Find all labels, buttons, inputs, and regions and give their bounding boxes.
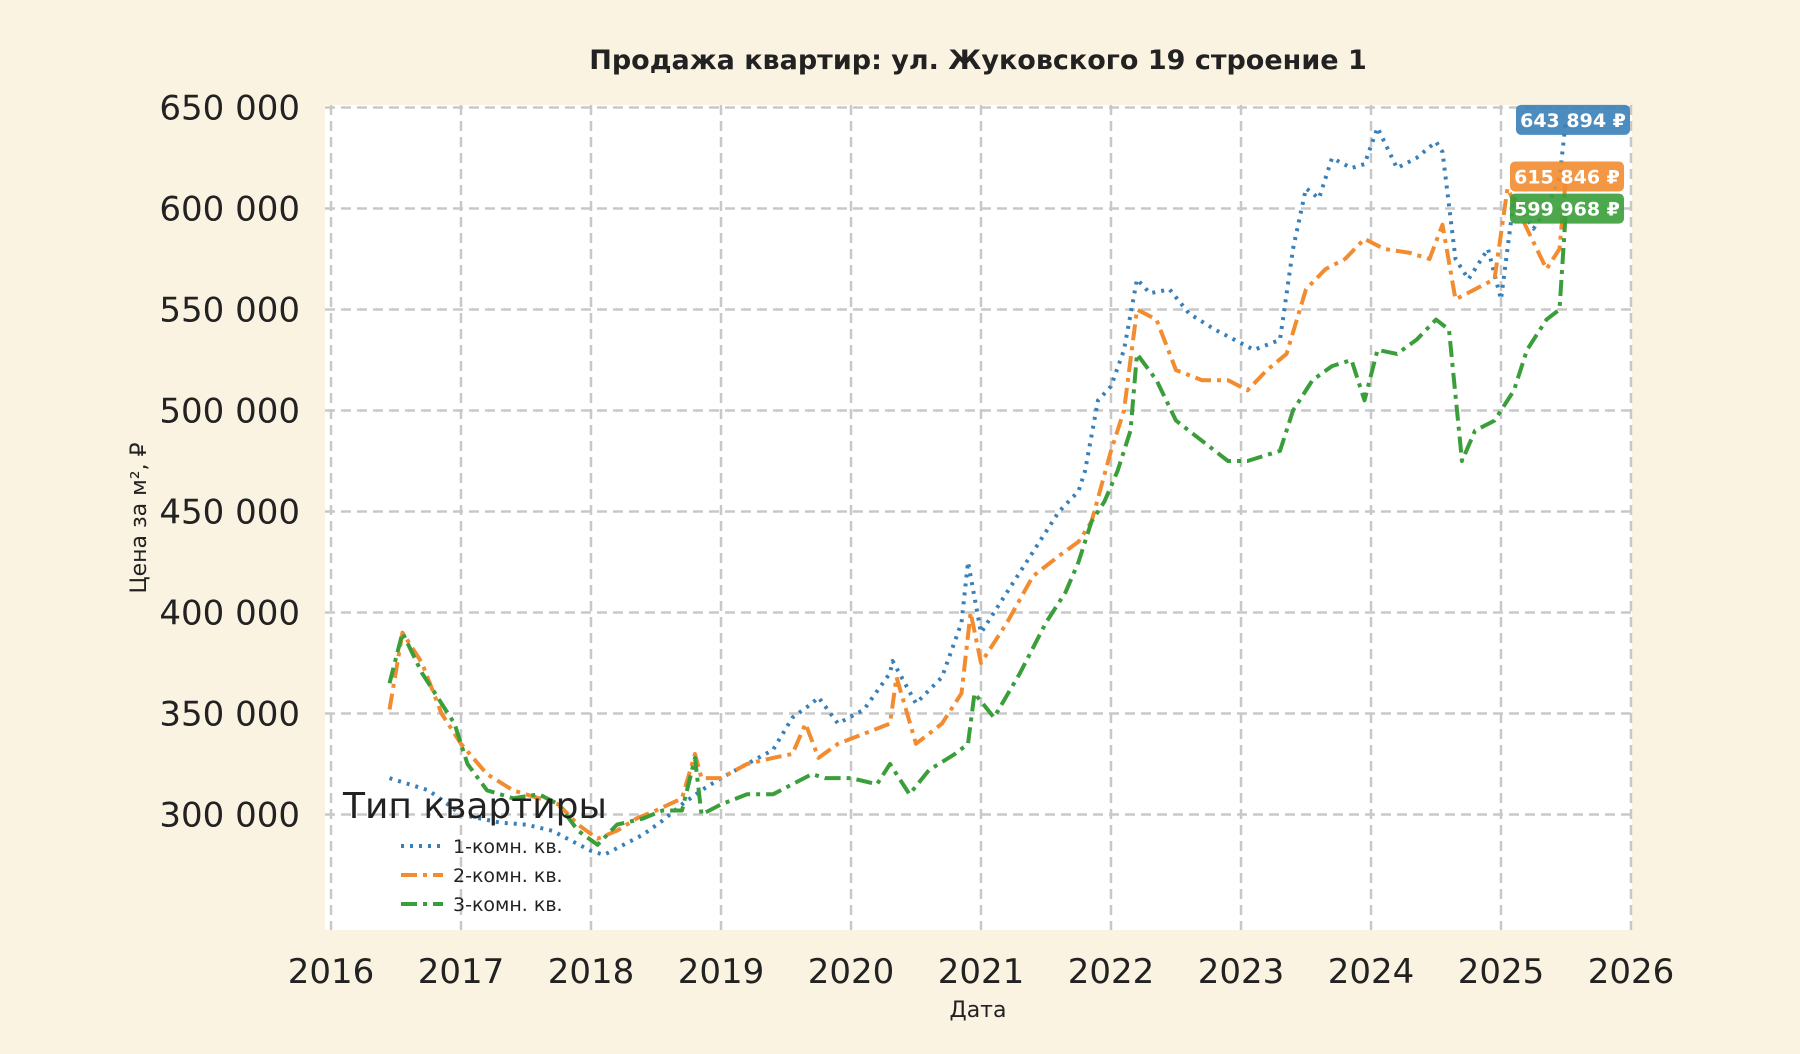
chart-title: Продажа квартир: ул. Жуковского 19 строе… bbox=[589, 45, 1367, 76]
legend-entry-2: 2-комн. кв. bbox=[401, 865, 563, 887]
end-label-badge bbox=[1516, 104, 1630, 135]
x-tick-label: 2026 bbox=[1588, 952, 1675, 992]
series-line-1 bbox=[388, 119, 1568, 857]
series-line-2 bbox=[387, 176, 1568, 841]
legend-entry-3: 3-комн. кв. bbox=[401, 894, 563, 916]
series-line-3 bbox=[387, 208, 1568, 847]
x-tick-label: 2017 bbox=[418, 952, 505, 992]
legend-label: 1-комн. кв. bbox=[453, 836, 563, 858]
x-tick-label: 2021 bbox=[938, 952, 1025, 992]
y-tick-label: 400 000 bbox=[159, 594, 300, 634]
end-label-1: 643 894 ₽ bbox=[1516, 104, 1630, 135]
tick-labels: 2016 2017 2018 2019 2020 2021 2022 2023 2024 2025… bbox=[159, 89, 1674, 993]
end-label-text: 643 894 ₽ bbox=[1520, 110, 1626, 132]
end-label-badge bbox=[1510, 193, 1624, 224]
end-label-3: 599 968 ₽ bbox=[1510, 193, 1624, 224]
x-tick-label: 2020 bbox=[808, 952, 895, 992]
y-tick-label: 550 000 bbox=[159, 291, 300, 331]
x-axis-label: Дата bbox=[950, 998, 1007, 1023]
y-tick-label: 300 000 bbox=[159, 796, 300, 836]
y-tick-label: 350 000 bbox=[159, 695, 300, 735]
x-tick-label: 2019 bbox=[678, 952, 765, 992]
y-tick-label: 600 000 bbox=[159, 190, 300, 230]
y-tick-label: 500 000 bbox=[159, 392, 300, 432]
legend-label: 2-комн. кв. bbox=[453, 865, 563, 887]
x-tick-label: 2023 bbox=[1198, 952, 1285, 992]
legend-title: Тип квартиры bbox=[342, 786, 607, 827]
y-tick-label: 650 000 bbox=[159, 89, 300, 129]
x-tick-label: 2024 bbox=[1328, 952, 1415, 992]
grid bbox=[325, 105, 1633, 930]
x-tick-label: 2018 bbox=[548, 952, 635, 992]
y-tick-label: 450 000 bbox=[159, 493, 300, 533]
end-label-2: 615 846 ₽ bbox=[1510, 161, 1624, 192]
end-label-text: 599 968 ₽ bbox=[1514, 199, 1620, 221]
legend: Тип квартиры 1-комн. кв. 2-комн. кв. 3-ком… bbox=[342, 786, 607, 916]
end-label-text: 615 846 ₽ bbox=[1514, 166, 1620, 188]
end-value-labels: 643 894 ₽ 615 846 ₽ 599 968 ₽ bbox=[1510, 104, 1630, 224]
x-tick-label: 2025 bbox=[1458, 952, 1545, 992]
x-tick-label: 2022 bbox=[1068, 952, 1155, 992]
y-axis-label: Цена за м², ₽ bbox=[127, 442, 152, 593]
plot-area bbox=[325, 105, 1632, 930]
legend-label: 3-комн. кв. bbox=[453, 894, 563, 916]
series-lines bbox=[387, 119, 1568, 857]
legend-entry-1: 1-комн. кв. bbox=[401, 836, 563, 858]
end-label-badge bbox=[1510, 161, 1624, 192]
x-tick-label: 2016 bbox=[288, 952, 375, 992]
